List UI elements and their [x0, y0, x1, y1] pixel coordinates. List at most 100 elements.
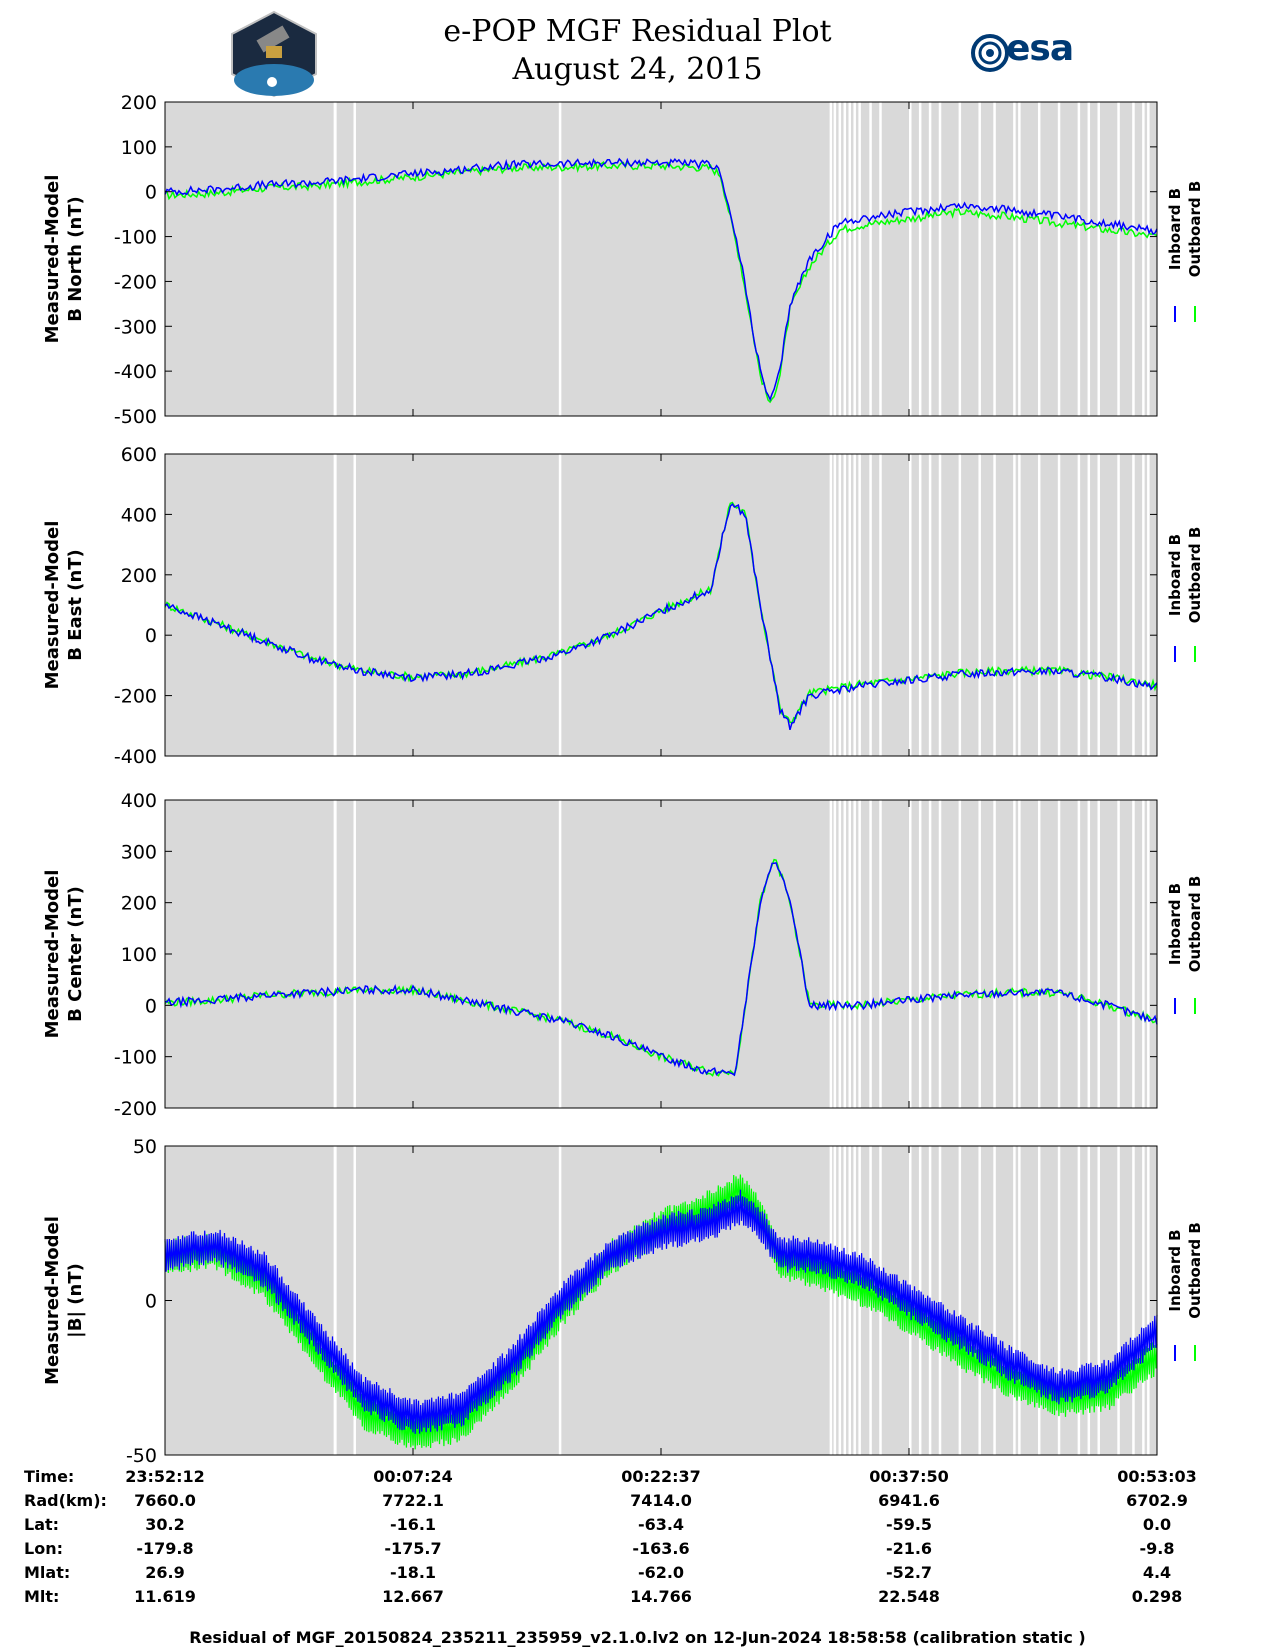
data-gap [1087, 1146, 1091, 1455]
data-gap [938, 102, 942, 416]
data-gap [558, 102, 562, 416]
info-value: 23:52:12 [125, 1467, 205, 1486]
data-gap [833, 454, 837, 756]
y-axis-label: Measured-Model [42, 521, 63, 690]
data-gap [838, 102, 842, 416]
y-tick-label: -100 [114, 1047, 157, 1069]
info-value: 22.548 [878, 1587, 940, 1606]
legend-inboard-label: Inboard B [1166, 1229, 1184, 1311]
info-value: 00:53:03 [1117, 1467, 1197, 1486]
y-tick-label: 50 [133, 1136, 157, 1158]
data-gap [833, 1146, 837, 1455]
data-gap [958, 454, 962, 756]
data-gap [909, 800, 912, 1108]
data-gap [1117, 102, 1120, 416]
data-gap [829, 1146, 833, 1455]
info-row: Time: 23:52:12 00:07:24 00:22:37 00:37:50 00:… [0, 1467, 1275, 1489]
data-gap [829, 454, 833, 756]
y-axis-label: B Center (nT) [65, 886, 86, 1022]
plot-area-b-east [165, 454, 1157, 756]
y-tick-label: -400 [114, 361, 157, 383]
plot-area-b-center [165, 800, 1157, 1108]
data-gap [1087, 800, 1091, 1108]
info-value: 7660.0 [134, 1491, 196, 1510]
legend-outboard-label: Outboard B [1186, 876, 1204, 973]
info-label: Time: [24, 1467, 75, 1486]
data-gap [993, 102, 996, 416]
data-gap [918, 800, 922, 1108]
legend-inboard-label: Inboard B [1166, 883, 1184, 965]
data-gap [958, 1146, 962, 1455]
info-row: Mlat: 26.9 -18.1 -62.0 -52.7 4.4 [0, 1563, 1275, 1585]
data-gap [869, 800, 872, 1108]
info-row: Rad(km): 7660.0 7722.1 7414.0 6941.6 6702.9 [0, 1491, 1275, 1513]
legend-inboard-label: Inboard B [1166, 188, 1184, 270]
y-tick-label: -200 [114, 271, 157, 293]
data-gap [1057, 1146, 1061, 1455]
info-value: -52.7 [885, 1563, 933, 1582]
info-label: Lon: [24, 1539, 63, 1558]
data-gap [938, 1146, 942, 1455]
data-gap [1117, 454, 1120, 756]
data-gap [928, 454, 932, 756]
info-row: Lon: -179.8 -175.7 -163.6 -21.6 -9.8 [0, 1539, 1275, 1561]
data-gap [1087, 454, 1091, 756]
info-label: Mlat: [24, 1563, 71, 1582]
plot-title: e-POP MGF Residual Plot [443, 14, 832, 49]
data-gap [1087, 102, 1091, 416]
data-gap [858, 102, 861, 416]
data-gap [853, 454, 856, 756]
info-value: -175.7 [384, 1539, 442, 1558]
data-gap [843, 454, 847, 756]
data-gap [1097, 454, 1100, 756]
data-gap [838, 800, 842, 1108]
data-gap [353, 1146, 356, 1455]
legend-inboard-label: Inboard B [1166, 534, 1184, 616]
info-row: Lat: 30.2 -16.1 -63.4 -59.5 0.0 [0, 1515, 1275, 1537]
plot-area-b-magnitude [165, 1146, 1157, 1455]
y-tick-label: 0 [145, 995, 157, 1017]
info-value: 0.0 [1142, 1515, 1172, 1534]
data-gap [843, 800, 847, 1108]
data-gap [353, 102, 356, 416]
data-gap [1142, 800, 1145, 1108]
y-tick-label: 0 [145, 182, 157, 204]
data-gap [1147, 1146, 1150, 1455]
y-tick-label: -200 [114, 686, 157, 708]
data-gap [993, 800, 996, 1108]
data-gap [918, 102, 922, 416]
y-tick-label: 600 [121, 444, 157, 466]
data-gap [1013, 1146, 1016, 1455]
data-gap [909, 454, 912, 756]
y-axis-label: Measured-Model [42, 175, 63, 344]
info-value: -62.0 [637, 1563, 685, 1582]
data-gap [879, 102, 882, 416]
esa-wordmark: esa [1006, 28, 1074, 69]
data-gap [978, 454, 981, 756]
series-inboard-b-magnitude [164, 1189, 1158, 1434]
data-gap [978, 800, 981, 1108]
data-gap [938, 454, 942, 756]
data-gap [848, 1146, 851, 1455]
y-tick-label: 200 [121, 565, 157, 587]
data-gap [838, 454, 842, 756]
data-gap [978, 1146, 981, 1455]
legend-outboard-label: Outboard B [1186, 1222, 1204, 1319]
data-gap [1142, 454, 1145, 756]
data-gap [1013, 102, 1016, 416]
data-gap [1142, 102, 1145, 416]
data-gap [1097, 1146, 1100, 1455]
info-label: Lat: [24, 1515, 60, 1534]
data-gap [1077, 800, 1081, 1108]
data-gap [1037, 1146, 1041, 1455]
data-gap [848, 102, 851, 416]
data-gap [333, 454, 337, 756]
info-value: 14.766 [630, 1587, 692, 1606]
data-gap [829, 800, 833, 1108]
y-tick-label: 0 [145, 625, 157, 647]
y-tick-label: 0 [145, 1291, 157, 1313]
data-gap [1018, 1146, 1021, 1455]
legend-outboard-label: Outboard B [1186, 527, 1204, 624]
info-value: -63.4 [637, 1515, 685, 1534]
data-gap [353, 800, 356, 1108]
